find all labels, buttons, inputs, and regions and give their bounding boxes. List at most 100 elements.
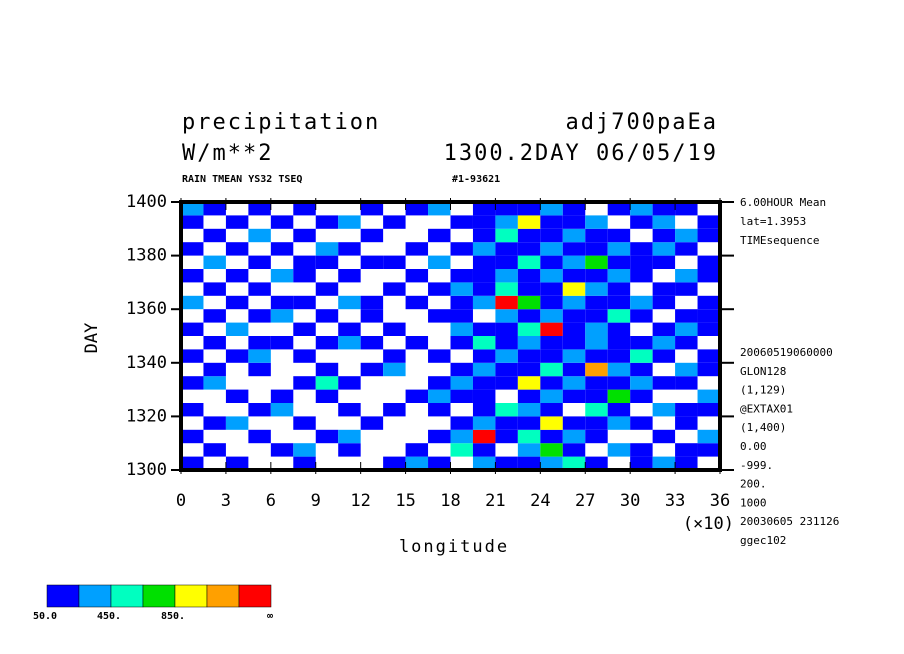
cell — [607, 322, 631, 336]
cell — [495, 269, 518, 283]
cell — [517, 443, 541, 457]
cell — [181, 456, 204, 470]
cell — [338, 295, 361, 310]
cell — [495, 282, 518, 296]
cell — [652, 322, 676, 336]
cell — [562, 322, 586, 336]
cell — [472, 202, 496, 216]
cell — [652, 282, 676, 296]
cell — [562, 228, 586, 243]
cell — [517, 416, 541, 430]
cell — [562, 202, 586, 216]
x-tick-label: 30 — [620, 491, 640, 511]
cell — [630, 336, 653, 350]
side-note: (1,129) — [740, 384, 786, 397]
cell — [607, 416, 631, 430]
x-tick-label: 18 — [440, 491, 460, 511]
cell — [495, 403, 518, 417]
colorbar-box — [46, 584, 80, 608]
cell — [517, 322, 541, 336]
cell — [338, 376, 361, 390]
cell — [585, 282, 608, 296]
cell — [225, 242, 249, 256]
cell — [675, 322, 698, 336]
cell — [630, 456, 653, 470]
cell — [472, 429, 496, 444]
cell — [338, 215, 361, 229]
cell — [630, 295, 653, 310]
cell — [383, 322, 406, 336]
cell — [338, 336, 361, 350]
cell — [225, 215, 249, 229]
cell — [607, 255, 631, 269]
cell — [540, 389, 563, 403]
cell — [630, 349, 653, 363]
cell — [181, 349, 204, 363]
cell — [585, 403, 608, 417]
cell — [270, 215, 294, 229]
colorbar-box — [110, 584, 144, 608]
x-tick-label: 24 — [530, 491, 550, 511]
side-note: ggec102 — [740, 534, 786, 547]
y-tick-label: 1380 — [126, 246, 167, 266]
cell — [405, 389, 429, 403]
cell — [607, 202, 631, 216]
cell — [562, 389, 586, 403]
side-note: 6.00HOUR Mean — [740, 196, 826, 209]
cell — [517, 349, 541, 363]
caption-right: #1-93621 — [452, 174, 500, 185]
cell — [562, 376, 586, 390]
cell — [495, 322, 518, 336]
cell — [517, 242, 541, 256]
cell — [472, 269, 496, 283]
cell — [450, 295, 473, 310]
cell — [607, 403, 631, 417]
cell — [338, 269, 361, 283]
cell — [675, 456, 698, 470]
cell — [697, 309, 720, 323]
x-axis-label: longitude — [399, 537, 509, 557]
cell — [428, 349, 451, 363]
cell — [585, 456, 608, 470]
side-note: @EXTAX01 — [740, 402, 793, 415]
cell — [630, 443, 653, 457]
cell — [562, 416, 586, 430]
cell — [562, 349, 586, 363]
cell — [293, 456, 316, 470]
cell — [585, 336, 608, 350]
cell — [607, 242, 631, 256]
cell — [225, 416, 249, 430]
cell — [248, 282, 271, 296]
cell — [293, 376, 316, 390]
cell — [697, 295, 720, 310]
cell — [675, 228, 698, 243]
cell — [450, 376, 473, 390]
cell — [405, 456, 429, 470]
cell — [540, 429, 563, 444]
cell — [675, 443, 698, 457]
cell — [607, 282, 631, 296]
cell — [495, 202, 518, 216]
x-multiplier: (×10) — [683, 514, 734, 534]
cell — [203, 443, 226, 457]
cell — [472, 376, 496, 390]
cell — [181, 403, 204, 417]
cell — [585, 416, 608, 430]
cell — [495, 376, 518, 390]
cell — [630, 215, 653, 229]
cell — [585, 349, 608, 363]
cell — [517, 389, 541, 403]
cell — [540, 403, 563, 417]
cell — [270, 295, 294, 310]
cell — [697, 403, 720, 417]
cell — [540, 295, 563, 310]
cell — [181, 295, 204, 310]
cell — [450, 416, 473, 430]
cell — [360, 228, 384, 243]
cell — [225, 456, 249, 470]
cell — [652, 295, 676, 310]
colorbar-label: 50.0 — [33, 611, 57, 622]
x-tick-label: 36 — [710, 491, 730, 511]
cell — [562, 255, 586, 269]
cell — [630, 389, 653, 403]
